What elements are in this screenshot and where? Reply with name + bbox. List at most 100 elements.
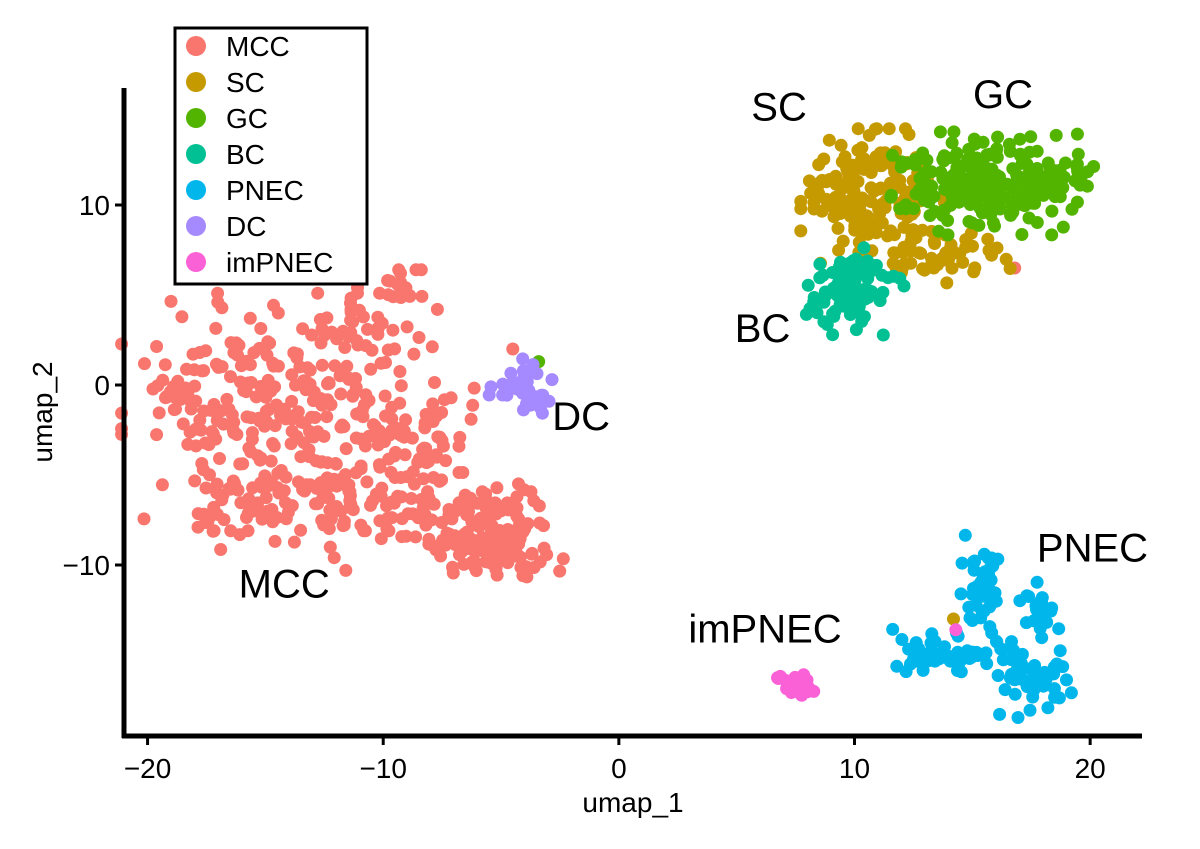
point-pnec <box>1013 594 1027 608</box>
point-mcc <box>422 532 436 546</box>
point-mcc <box>194 423 208 437</box>
point-mcc <box>364 498 377 512</box>
point-gc <box>1056 220 1070 234</box>
point-mcc <box>360 475 374 489</box>
point-pnec <box>1008 673 1022 687</box>
point-mcc <box>242 441 256 455</box>
point-mcc <box>330 479 344 493</box>
point-mcc <box>465 515 479 529</box>
series-gc <box>532 125 1101 369</box>
point-mcc <box>334 387 348 401</box>
point-pnec <box>991 669 1005 682</box>
point-pnec <box>954 665 968 679</box>
point-sc <box>794 202 808 216</box>
point-gc <box>990 168 1004 182</box>
point-sc <box>981 232 995 246</box>
point-impnec <box>771 672 785 685</box>
point-mcc <box>254 380 268 393</box>
point-pnec <box>1026 690 1040 704</box>
point-sc <box>863 194 877 208</box>
point-mcc <box>233 457 247 471</box>
point-dc <box>533 401 547 415</box>
point-mcc <box>466 398 480 412</box>
point-sc <box>945 261 959 275</box>
point-mcc <box>395 530 409 544</box>
point-mcc <box>436 439 450 453</box>
point-mcc <box>245 426 259 440</box>
point-mcc <box>297 436 311 450</box>
point-mcc <box>457 557 471 571</box>
point-gc <box>1020 183 1034 197</box>
point-mcc <box>253 453 267 467</box>
legend: MCC SC GC BC PNEC DC imPNEC <box>173 26 369 286</box>
point-mcc <box>229 336 243 350</box>
point-gc <box>1045 204 1059 218</box>
cluster-label-gc: GC <box>973 73 1033 117</box>
point-mcc <box>343 494 357 508</box>
point-gc <box>945 189 959 203</box>
point-mcc <box>243 311 257 325</box>
point-gc <box>884 190 898 204</box>
point-mcc <box>343 372 357 385</box>
point-mcc <box>254 322 268 335</box>
point-mcc <box>395 512 409 526</box>
point-mcc <box>556 552 570 566</box>
x-tick-label: 20 <box>1075 753 1106 784</box>
point-bc <box>827 281 840 295</box>
point-gc <box>1013 132 1027 146</box>
point-gc <box>954 176 967 190</box>
point-mcc <box>315 358 329 372</box>
point-sc <box>959 240 973 254</box>
cluster-label-pnec: PNEC <box>1037 526 1148 570</box>
point-pnec <box>895 633 909 646</box>
point-gc <box>941 214 955 227</box>
point-impnec <box>949 623 963 637</box>
legend-item-bc: BC <box>186 139 265 170</box>
point-bc <box>846 254 860 268</box>
point-mcc <box>320 471 334 485</box>
point-pnec <box>1038 611 1052 625</box>
point-mcc <box>372 458 386 472</box>
point-gc <box>1028 196 1042 210</box>
point-sc <box>850 159 864 173</box>
point-mcc <box>443 527 457 541</box>
point-gc <box>909 187 923 201</box>
point-mcc <box>404 492 418 505</box>
point-mcc <box>285 368 299 382</box>
point-mcc <box>296 322 310 336</box>
point-mcc <box>215 360 229 374</box>
point-mcc <box>311 497 325 511</box>
point-mcc <box>320 311 334 325</box>
point-sc <box>893 173 907 187</box>
point-mcc <box>445 512 459 526</box>
point-mcc <box>249 390 263 404</box>
point-mcc <box>246 481 260 495</box>
point-sc <box>852 219 866 233</box>
point-mcc <box>202 438 216 452</box>
point-mcc <box>259 390 273 404</box>
point-gc <box>989 145 1003 159</box>
point-bc <box>801 278 815 292</box>
point-gc <box>993 184 1007 198</box>
point-mcc <box>304 410 318 424</box>
point-gc <box>1013 148 1027 162</box>
cluster-label-dc: DC <box>552 395 610 439</box>
point-mcc <box>400 320 414 334</box>
point-mcc <box>516 569 530 583</box>
point-mcc <box>425 340 439 354</box>
point-sc <box>868 217 882 231</box>
point-sc <box>851 122 865 136</box>
y-tick-label: −10 <box>63 550 111 581</box>
point-gc <box>993 202 1007 216</box>
point-pnec <box>1035 591 1049 605</box>
point-pnec <box>1035 631 1049 645</box>
point-mcc <box>189 394 203 408</box>
point-mcc <box>146 382 160 396</box>
point-mcc <box>240 354 254 368</box>
point-pnec <box>910 654 924 668</box>
point-mcc <box>206 524 220 538</box>
point-gc <box>899 202 913 216</box>
point-gc <box>991 130 1005 144</box>
point-mcc <box>339 563 353 577</box>
point-mcc <box>506 342 520 356</box>
